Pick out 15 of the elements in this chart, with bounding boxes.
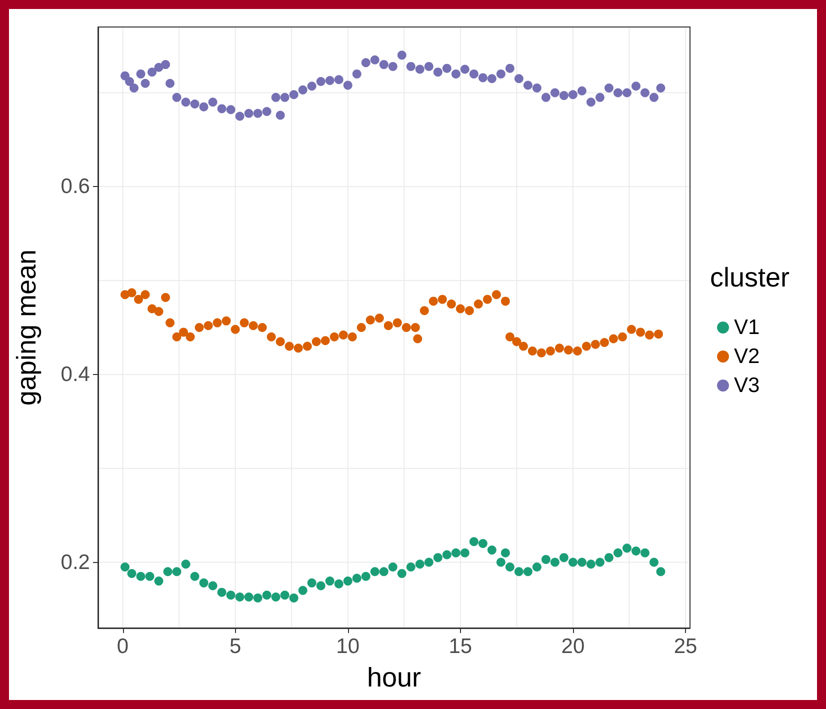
x-tick-label: 20: [561, 635, 585, 658]
y-tick-label: 0.6: [60, 175, 90, 198]
legend-label: V2: [734, 345, 760, 368]
x-tick-label: 10: [336, 635, 360, 658]
x-tick-label: 15: [448, 635, 472, 658]
legend-label: V3: [734, 374, 760, 397]
x-tick-label: 5: [229, 635, 242, 658]
x-tick-label: 25: [674, 635, 698, 658]
x-tick-label: 0: [116, 635, 129, 658]
legend-title: cluster: [710, 262, 790, 292]
y-axis-title: gaping mean: [12, 249, 42, 406]
y-tick-label: 0.4: [60, 362, 90, 386]
legend-label: V1: [734, 316, 760, 339]
y-tick-label: 0.2: [60, 550, 90, 574]
x-axis-title: hour: [366, 662, 422, 692]
